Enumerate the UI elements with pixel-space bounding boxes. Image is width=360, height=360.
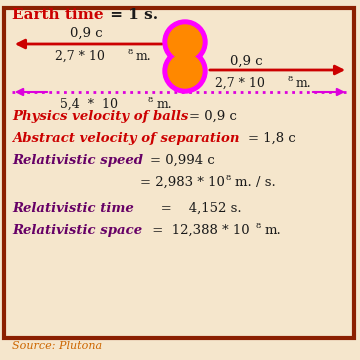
Text: 5,4  *  10: 5,4 * 10 [60,98,118,111]
Text: =    4,152 s.: = 4,152 s. [148,202,242,215]
Text: = 1,8 c: = 1,8 c [248,132,296,145]
Text: m.: m. [136,50,152,63]
Text: 8: 8 [148,96,153,104]
Text: = 0,9 c: = 0,9 c [189,110,237,123]
Text: Physics velocity of balls: Physics velocity of balls [12,110,188,123]
Text: 8: 8 [287,75,292,83]
Text: m.: m. [157,98,173,111]
Circle shape [163,20,207,64]
Text: Source: Plutona: Source: Plutona [12,341,102,351]
Circle shape [168,54,202,88]
Text: 8: 8 [256,222,261,230]
FancyBboxPatch shape [4,8,354,338]
Text: m. / s.: m. / s. [235,176,276,189]
Text: Earth time: Earth time [12,8,104,22]
Text: 8: 8 [226,174,231,182]
Text: 0,9 c: 0,9 c [230,55,263,68]
Text: =  12,388 * 10: = 12,388 * 10 [148,224,249,237]
Text: 0,9 c: 0,9 c [70,27,103,40]
Text: Relativistic space: Relativistic space [12,224,142,237]
Text: = 1 s.: = 1 s. [105,8,158,22]
Text: Relativistic time: Relativistic time [12,202,134,215]
Text: m.: m. [265,224,282,237]
Text: B: B [178,62,192,79]
Circle shape [163,49,207,93]
Text: m.: m. [296,77,312,90]
Text: 2,7 * 10: 2,7 * 10 [215,77,265,90]
Circle shape [168,25,202,59]
Text: 8: 8 [127,48,132,56]
Text: Abstract velocity of separation: Abstract velocity of separation [12,132,239,145]
Text: = 0,994 c: = 0,994 c [150,154,215,167]
Text: 2,7 * 10: 2,7 * 10 [55,50,105,63]
Text: Relativistic speed: Relativistic speed [12,154,143,167]
Text: = 2,983 * 10: = 2,983 * 10 [140,176,225,189]
Text: A: A [179,33,191,50]
